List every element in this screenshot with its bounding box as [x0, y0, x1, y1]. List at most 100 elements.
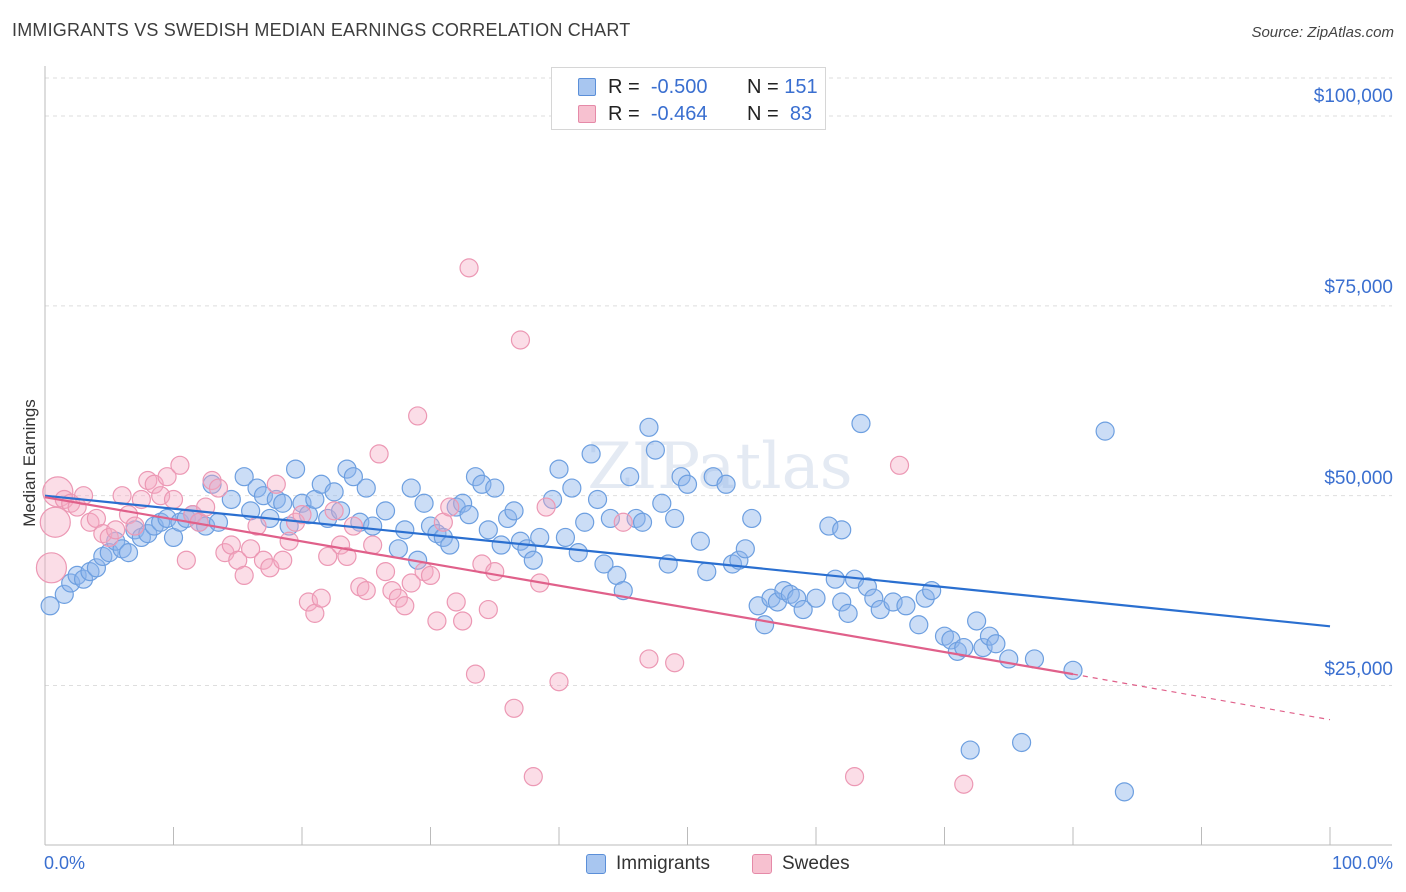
- immigrants-point: [555, 527, 576, 548]
- immigrants-point: [414, 493, 434, 513]
- swedes-point: [382, 580, 402, 601]
- immigrants-point: [472, 474, 492, 494]
- swedes-point: [369, 444, 389, 464]
- immigrants-point: [1011, 732, 1032, 753]
- immigrants-point: [832, 520, 852, 540]
- immigrants-point: [645, 440, 665, 460]
- immigrants-point: [819, 516, 839, 536]
- swedes-point: [485, 562, 505, 582]
- swedes-point: [395, 596, 415, 616]
- immigrants-point: [806, 588, 826, 608]
- immigrants-point: [498, 508, 518, 529]
- immigrants-point: [337, 459, 357, 479]
- swedes-point: [401, 573, 421, 593]
- swedes-point: [39, 506, 71, 538]
- swedes-point: [388, 588, 408, 608]
- immigrants-point: [742, 508, 762, 529]
- immigrants-point: [330, 501, 351, 521]
- swedes-point: [157, 467, 177, 487]
- swedes-point: [844, 767, 865, 787]
- swedes-point: [298, 592, 319, 612]
- immigrants-point: [510, 531, 531, 551]
- swedes-point: [208, 478, 229, 498]
- swedes-point: [106, 520, 126, 540]
- immigrants-point: [459, 505, 479, 525]
- x-tick-label-min: 0.0%: [44, 853, 86, 873]
- immigrants-trend-line: [44, 494, 1331, 628]
- immigrants-point: [395, 520, 415, 540]
- immigrants-point: [542, 489, 563, 510]
- legend-row-immigrants: R = -0.500 N = 151: [578, 74, 818, 100]
- immigrants-point: [324, 482, 344, 502]
- immigrants-point: [440, 535, 460, 555]
- swedes-point: [35, 552, 68, 584]
- y-tick-label: $25,000: [1324, 659, 1393, 680]
- immigrants-point: [453, 493, 473, 513]
- immigrants-point: [73, 569, 94, 589]
- swedes-point: [292, 505, 312, 525]
- swedes-point: [510, 330, 531, 350]
- swedes-point: [112, 486, 132, 506]
- immigrants-point: [986, 634, 1006, 654]
- swedes-point: [453, 611, 473, 631]
- immigrants-point: [652, 493, 672, 513]
- immigrants-point: [401, 478, 421, 498]
- swedes-point: [273, 550, 293, 570]
- immigrants-point: [909, 615, 929, 635]
- swedes-point: [459, 258, 479, 278]
- bottom-legend-swatch-swedes: [752, 854, 772, 874]
- swedes-point: [163, 489, 184, 510]
- swedes-trend-extension: [1072, 673, 1331, 721]
- immigrants-point: [581, 444, 601, 464]
- swedes-point: [311, 588, 331, 608]
- swedes-point: [318, 546, 338, 567]
- swedes-point: [266, 474, 286, 494]
- swedes-point: [504, 698, 524, 718]
- legend-r-label: R =: [608, 102, 640, 125]
- immigrants-point: [754, 615, 775, 635]
- legend-swatch-immigrants: [578, 78, 596, 96]
- swedes-point: [478, 599, 498, 620]
- immigrants-point: [600, 508, 621, 529]
- swedes-point: [170, 455, 190, 475]
- immigrants-point: [832, 592, 852, 612]
- legend-n-value: 151: [784, 75, 818, 98]
- immigrants-point: [979, 626, 1000, 646]
- y-tick-label: $50,000: [1324, 468, 1393, 489]
- swedes-point: [440, 497, 460, 517]
- immigrants-point: [343, 467, 363, 487]
- immigrants-point: [677, 474, 698, 494]
- legend-n-label: N =: [747, 102, 779, 125]
- immigrants-point: [620, 467, 640, 487]
- immigrants-point: [697, 562, 717, 582]
- immigrants-point: [665, 508, 685, 529]
- immigrants-point: [857, 577, 878, 597]
- swedes-point: [536, 497, 556, 517]
- immigrants-point: [86, 558, 107, 578]
- legend-r-value: -0.464: [650, 102, 708, 125]
- immigrants-point: [639, 417, 659, 437]
- correlation-legend: R = -0.500 N = 151 R = -0.464 N = 83: [551, 67, 826, 130]
- x-tick-label-max: 100.0%: [1331, 853, 1393, 873]
- swedes-point: [446, 592, 466, 612]
- swedes-point: [202, 470, 222, 491]
- immigrants-point: [1024, 649, 1045, 669]
- swedes-point: [356, 580, 376, 601]
- immigrants-point: [465, 467, 486, 487]
- immigrants-point: [118, 543, 139, 563]
- immigrants-point: [851, 413, 871, 434]
- immigrants-point: [221, 489, 241, 510]
- immigrants-point: [485, 478, 505, 498]
- bottom-legend-label: Swedes: [782, 853, 850, 874]
- swedes-point: [375, 562, 396, 582]
- swedes-point: [427, 611, 447, 631]
- immigrants-point: [375, 501, 396, 521]
- immigrants-point: [973, 637, 993, 658]
- immigrants-point: [40, 596, 60, 616]
- bottom-legend-label: Immigrants: [616, 853, 710, 874]
- immigrants-point: [960, 740, 980, 760]
- immigrants-point: [54, 584, 74, 604]
- legend-swatch-swedes: [578, 105, 596, 123]
- watermark: ZIPatlas: [587, 430, 852, 504]
- immigrants-point: [247, 478, 267, 498]
